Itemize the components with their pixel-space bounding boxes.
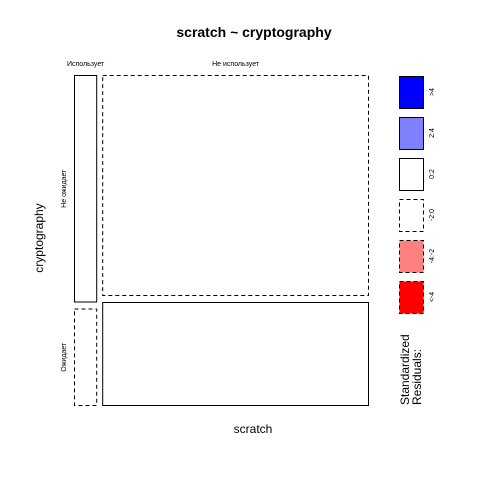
residuals-legend: >4 2:4 0:2 -2:0 -4:-2 <-4 [399, 76, 436, 314]
legend-label: -2:0 [429, 209, 436, 221]
y-level-label: Ожидает [61, 342, 68, 372]
y-level-labels: Не ожидает Ожидает [61, 169, 68, 372]
legend-label: -4:-2 [429, 249, 436, 264]
x-axis-label: scratch [234, 422, 273, 436]
legend-label: >4 [429, 88, 436, 96]
legend-swatch [399, 240, 424, 273]
legend-title: StandardizedResiduals: [398, 334, 424, 405]
legend-swatch [399, 117, 424, 150]
mosaic-cell [102, 302, 369, 406]
y-axis-label: cryptography [32, 203, 46, 272]
x-level-labels: Использует Не использует [67, 61, 260, 68]
x-level-label: Использует [67, 61, 105, 68]
legend-swatch [399, 281, 424, 314]
legend-label: 2:4 [429, 128, 436, 138]
legend-swatch [399, 158, 424, 191]
y-level-label: Не ожидает [61, 169, 68, 208]
legend-swatch [399, 76, 424, 109]
legend-label: 0:2 [429, 169, 436, 179]
x-level-label: Не использует [212, 61, 260, 68]
legend-swatch [399, 199, 424, 232]
mosaic-cell [102, 75, 369, 296]
mosaic-cell [74, 308, 98, 406]
chart-title: scratch ~ cryptography [176, 24, 331, 40]
legend-label: <-4 [429, 292, 436, 302]
mosaic-cells [74, 75, 369, 406]
mosaic-cell [74, 75, 98, 303]
